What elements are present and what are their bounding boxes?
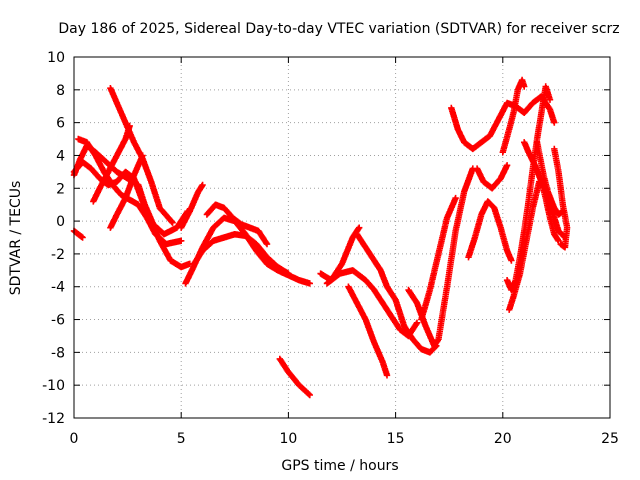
data-point-markers xyxy=(533,139,566,218)
data-series-arc-24 xyxy=(506,178,569,313)
data-point-markers xyxy=(465,198,515,264)
data-point-markers xyxy=(190,231,292,277)
data-series-arc-22 xyxy=(499,76,528,156)
data-point-markers xyxy=(521,139,562,244)
data-point-markers xyxy=(473,162,511,192)
x-tick-label: 5 xyxy=(177,431,186,447)
y-axis-label: SDTVAR / TECUs xyxy=(8,181,24,296)
data-point-markers xyxy=(418,194,459,323)
x-tick-labels: 0 5 10 15 20 25 xyxy=(70,431,619,447)
x-tick-label: 20 xyxy=(494,431,512,447)
grid xyxy=(74,57,610,418)
data-point-markers xyxy=(353,231,440,356)
data-point-markers xyxy=(499,76,528,156)
data-series-arc-17 xyxy=(405,165,476,349)
y-tick-label: -12 xyxy=(42,411,65,427)
x-axis-label: GPS time / hours xyxy=(281,458,398,474)
data-series-arc-26 xyxy=(551,145,571,251)
y-tick-label: 2 xyxy=(56,181,65,197)
data-series-arc-9 xyxy=(190,231,292,277)
y-tick-label: -6 xyxy=(51,313,65,329)
data-series-arc-20 xyxy=(465,198,515,264)
y-tick-label: 10 xyxy=(47,50,65,66)
data-point-markers xyxy=(276,355,313,399)
data-series-arc-18 xyxy=(418,194,459,323)
data-point-markers xyxy=(203,201,271,248)
data-point-markers xyxy=(405,165,476,349)
y-tick-label: -4 xyxy=(51,280,65,296)
data-point-markers xyxy=(506,178,569,313)
data-series-arc-12 xyxy=(276,355,313,399)
y-tick-label: 4 xyxy=(56,148,65,164)
data-series-arc-27 xyxy=(521,139,562,244)
data-series-arc-15 xyxy=(353,231,440,356)
x-tick-label: 10 xyxy=(279,431,297,447)
data-point-markers xyxy=(107,85,176,226)
x-tick-label: 0 xyxy=(70,431,79,447)
x-tick-label: 25 xyxy=(601,431,619,447)
chart-title: Day 186 of 2025, Sidereal Day-to-day VTE… xyxy=(58,21,619,37)
data-point-markers xyxy=(107,152,146,231)
data-series-arc-7 xyxy=(107,85,176,226)
data-series-arc-21 xyxy=(473,162,511,192)
data-series-arc-3 xyxy=(70,227,86,241)
data-point-markers xyxy=(345,283,391,379)
data-series-arc-6 xyxy=(107,152,146,231)
y-tick-label: 8 xyxy=(56,83,65,99)
ticks xyxy=(73,56,611,419)
data-series-arc-4 xyxy=(75,135,185,248)
x-tick-label: 15 xyxy=(387,431,405,447)
data-series-arc-10 xyxy=(203,201,271,248)
data-point-markers xyxy=(90,122,133,205)
data-series-arc-16 xyxy=(345,283,391,379)
data-series-arc-11 xyxy=(178,181,206,231)
y-tick-label: 6 xyxy=(56,116,65,132)
y-tick-label: 0 xyxy=(56,214,65,230)
y-tick-label: -10 xyxy=(42,378,65,394)
y-tick-label: -2 xyxy=(51,247,65,263)
y-tick-labels: -12 -10 -8 -6 -4 -2 0 2 4 6 8 10 xyxy=(42,50,65,427)
data-series-arc-25 xyxy=(533,139,566,218)
data-point-markers xyxy=(70,227,86,241)
data-point-markers xyxy=(551,145,571,251)
y-tick-label: -8 xyxy=(51,345,65,361)
data-series-arc-5 xyxy=(90,122,133,205)
data-point-markers xyxy=(75,135,185,248)
data-point-markers xyxy=(178,181,206,231)
plot-frame xyxy=(73,56,611,419)
data-layer xyxy=(70,76,571,399)
